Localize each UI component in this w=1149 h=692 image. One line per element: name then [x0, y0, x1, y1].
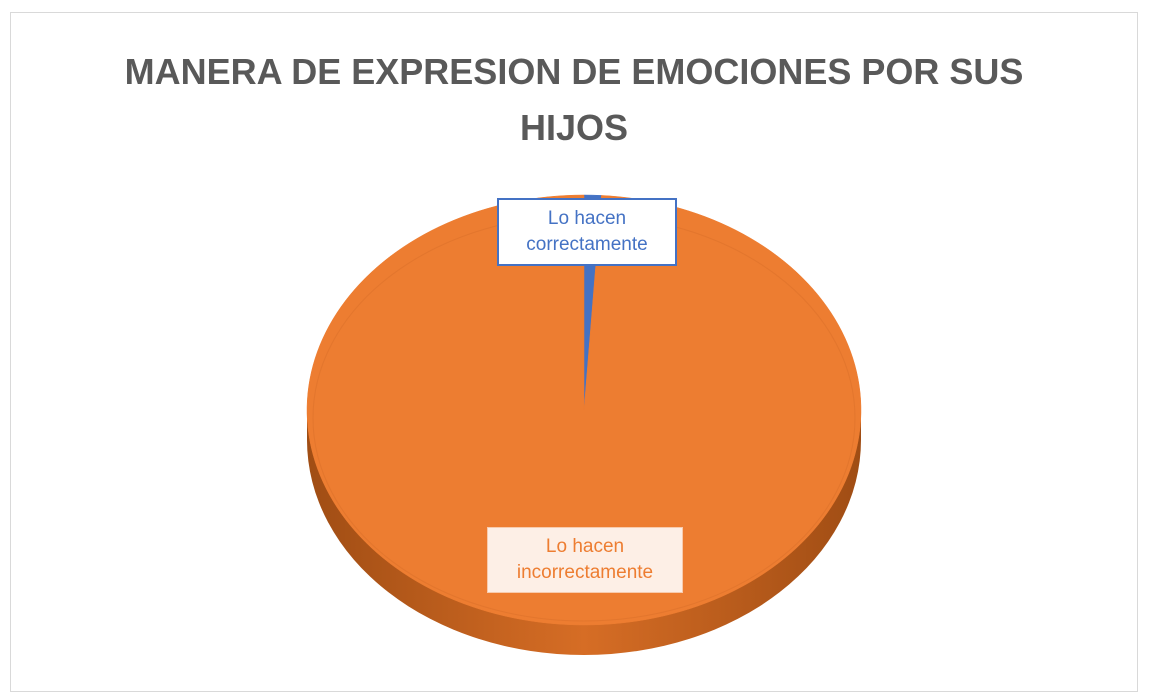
chart-title: MANERA DE EXPRESION DE EMOCIONES POR SUS…	[124, 51, 1024, 148]
chart	[306, 194, 862, 655]
pie-slice	[306, 194, 862, 626]
data-label: Lo hacen incorrectamente	[487, 527, 683, 593]
page: MANERA DE EXPRESION DE EMOCIONES POR SUS…	[10, 12, 1138, 692]
data-label: Lo hacen correctamente	[497, 198, 677, 266]
